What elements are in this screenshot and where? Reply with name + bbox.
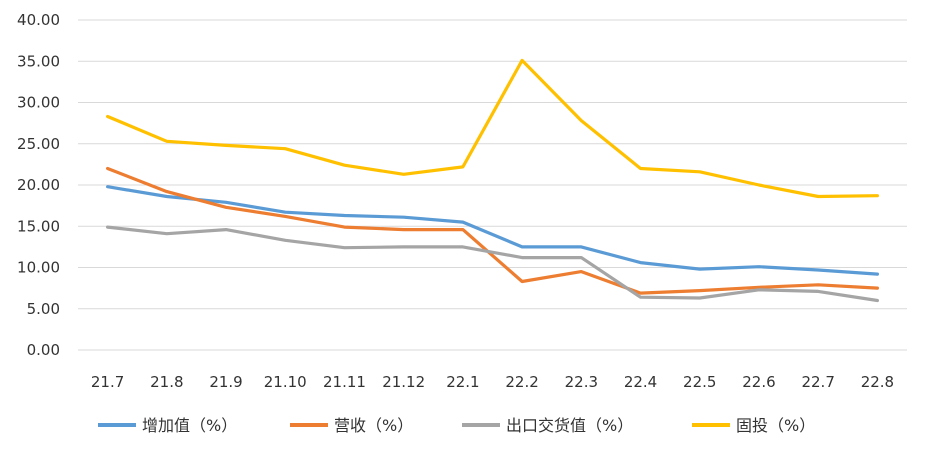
x-tick-label: 21.7 bbox=[91, 373, 124, 391]
y-tick-label: 0.00 bbox=[27, 341, 60, 359]
x-tick-label: 22.1 bbox=[446, 373, 479, 391]
y-axis-tick-labels: 0.00 5.00 10.00 15.00 20.00 25.00 30.00 35.00 40… bbox=[17, 11, 60, 359]
x-tick-label: 22.5 bbox=[683, 373, 716, 391]
series-line-1 bbox=[105, 166, 880, 295]
x-axis-tick-labels: 21.7 21.8 21.9 21.10 21.11 21.12 22.1 22.2 22.3 2… bbox=[91, 373, 894, 391]
x-tick-label: 22.2 bbox=[505, 373, 538, 391]
gridlines bbox=[78, 19, 907, 351]
x-tick-label: 21.11 bbox=[323, 373, 366, 391]
y-tick-label: 25.00 bbox=[17, 135, 60, 153]
x-tick-label: 21.12 bbox=[382, 373, 425, 391]
legend-label-1: 营收（%） bbox=[334, 416, 413, 435]
series-line-3 bbox=[105, 58, 880, 199]
series-line-0 bbox=[105, 185, 880, 276]
y-tick-label: 40.00 bbox=[17, 11, 60, 29]
legend: 增加值（%） 营收（%） 出口交货值（%） 固投（%） bbox=[98, 416, 815, 435]
x-tick-label: 21.8 bbox=[150, 373, 183, 391]
series-lines bbox=[105, 58, 880, 303]
y-tick-label: 30.00 bbox=[17, 94, 60, 112]
y-tick-label: 10.00 bbox=[17, 259, 60, 277]
y-tick-label: 15.00 bbox=[17, 217, 60, 235]
x-tick-label: 22.7 bbox=[801, 373, 834, 391]
x-tick-label: 22.3 bbox=[565, 373, 598, 391]
x-tick-label: 21.9 bbox=[209, 373, 242, 391]
y-tick-label: 5.00 bbox=[27, 300, 60, 318]
y-tick-label: 35.00 bbox=[17, 52, 60, 70]
x-tick-label: 22.6 bbox=[742, 373, 775, 391]
legend-label-0: 增加值（%） bbox=[142, 416, 237, 435]
legend-label-2: 出口交货值（%） bbox=[506, 416, 633, 435]
y-tick-label: 20.00 bbox=[17, 176, 60, 194]
x-tick-label: 21.10 bbox=[264, 373, 307, 391]
series-line-2 bbox=[105, 225, 880, 303]
legend-label-3: 固投（%） bbox=[736, 416, 815, 435]
x-tick-label: 22.4 bbox=[624, 373, 657, 391]
x-tick-label: 22.8 bbox=[861, 373, 894, 391]
